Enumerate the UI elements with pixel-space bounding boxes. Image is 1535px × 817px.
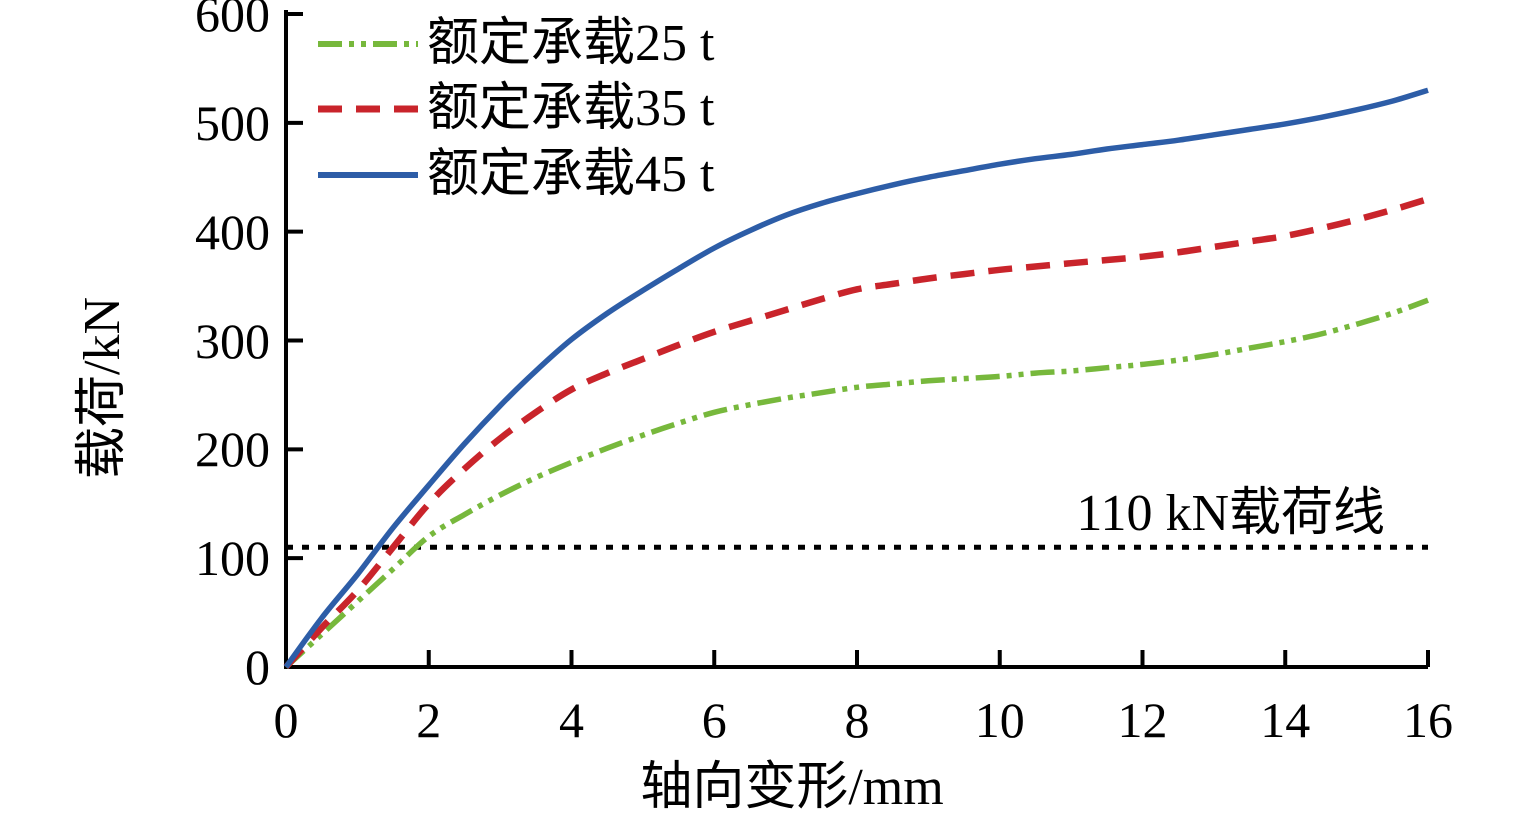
x-tick-label-0: 0: [273, 692, 299, 748]
y-tick-label-200: 200: [195, 421, 270, 478]
x-tick-label-16: 16: [1403, 692, 1453, 748]
y-tick-label-400: 400: [195, 203, 270, 260]
x-tick-label-4: 4: [559, 692, 584, 748]
legend-item-25t: 额定承载25 t: [427, 15, 715, 72]
y-tick-label-100: 100: [195, 530, 270, 587]
y-axis-title: 载荷/kN: [74, 296, 131, 480]
curve-rated-load-45t: [283, 87, 1429, 669]
legend-item-35t: 额定承载35 t: [427, 80, 715, 137]
y-tick-label-600: 600: [195, 0, 270, 42]
y-tick-label-300: 300: [195, 312, 270, 369]
x-tick-label-8: 8: [844, 692, 870, 748]
x-axis-title: 轴向变形/mm: [640, 759, 944, 816]
reference-line-label: 110 kN载荷线: [1076, 485, 1385, 542]
legend-item-45t: 额定承载45 t: [427, 146, 715, 203]
y-tick-label-500: 500: [195, 94, 270, 151]
x-tick-label-12: 12: [1117, 692, 1168, 748]
y-tick-label-0: 0: [245, 639, 270, 695]
curve-rated-load-35t: [283, 195, 1429, 670]
x-tick-label-14: 14: [1260, 692, 1311, 748]
x-tick-label-2: 2: [416, 692, 442, 748]
x-tick-label-10: 10: [974, 692, 1025, 748]
x-tick-label-6: 6: [701, 692, 727, 748]
curve-rated-load-25t: [284, 297, 1429, 670]
